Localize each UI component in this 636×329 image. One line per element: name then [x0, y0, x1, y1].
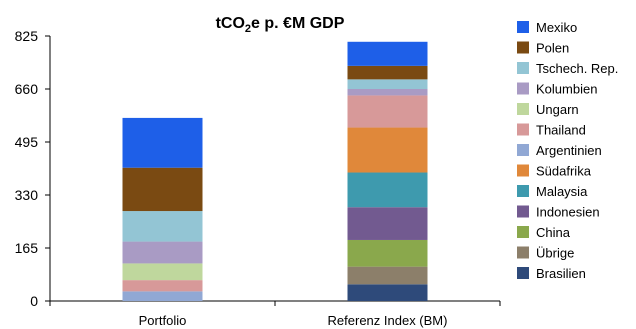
- y-tick-label: 0: [30, 293, 38, 309]
- bar-segment: [347, 79, 428, 89]
- x-axis: Portfolio Referenz Index (BM): [49, 300, 501, 328]
- legend-item: Malaysia: [517, 184, 588, 199]
- bar-segment: [347, 89, 428, 96]
- x-category-label: Referenz Index (BM): [328, 313, 448, 328]
- legend-label: Indonesien: [536, 205, 600, 220]
- legend-item: Thailand: [517, 123, 586, 138]
- bar-segment: [347, 284, 428, 301]
- chart-title: tCO2e p. €M GDP: [216, 15, 345, 35]
- bar-segment: [347, 41, 428, 66]
- bar-segment: [122, 167, 203, 212]
- legend-label: Kolumbien: [536, 82, 597, 97]
- legend-item: Polen: [517, 41, 569, 56]
- x-category-label: Portfolio: [139, 313, 187, 328]
- bar-segment: [347, 95, 428, 128]
- legend-swatch: [517, 103, 529, 115]
- legend-swatch: [517, 82, 529, 95]
- y-tick-label: 495: [15, 134, 39, 150]
- bar-segment: [347, 172, 428, 208]
- bar-segment: [122, 263, 203, 281]
- y-tick-label: 330: [15, 187, 39, 203]
- y-axis: 0 165 330 495 660 825: [15, 28, 51, 309]
- legend-label: Tschech. Rep.: [536, 61, 618, 76]
- bar-segment: [347, 127, 428, 173]
- bar-segment: [122, 241, 203, 264]
- legend-swatch: [517, 246, 529, 259]
- y-tick-label: 825: [15, 28, 39, 44]
- bar-segment: [122, 291, 203, 301]
- legend-swatch: [517, 226, 529, 238]
- legend-item: Übrige: [517, 246, 574, 261]
- legend-item: Südafrika: [517, 164, 592, 179]
- bar-segment: [122, 117, 203, 168]
- legend-item: Mexiko: [517, 20, 577, 35]
- legend-item: China: [517, 225, 571, 240]
- legend-swatch: [517, 21, 529, 33]
- legend-label: Argentinien: [536, 143, 602, 158]
- bar-segment: [122, 280, 203, 292]
- legend-label: Südafrika: [536, 164, 592, 179]
- legend-swatch: [517, 123, 529, 136]
- legend-label: Ungarn: [536, 102, 579, 117]
- legend-item: Tschech. Rep.: [517, 61, 618, 76]
- legend: Mexiko Polen Tschech. Rep. Kolumbien Ungarn T…: [517, 20, 618, 281]
- legend-label: Brasilien: [536, 266, 586, 281]
- legend-swatch: [517, 205, 529, 218]
- legend-label: Mexiko: [536, 20, 577, 35]
- y-tick-label: 660: [15, 81, 39, 97]
- bar-segment: [347, 65, 428, 80]
- legend-item: Indonesien: [517, 205, 600, 220]
- legend-item: Ungarn: [517, 102, 579, 117]
- bar-segment: [347, 207, 428, 240]
- bar-segment: [347, 266, 428, 285]
- legend-label: Übrige: [536, 246, 574, 261]
- legend-label: China: [536, 225, 571, 240]
- legend-label: Thailand: [536, 123, 586, 138]
- legend-label: Polen: [536, 41, 569, 56]
- bar-segment: [122, 211, 203, 242]
- legend-item: Brasilien: [517, 266, 586, 281]
- legend-swatch: [517, 267, 529, 279]
- legend-label: Malaysia: [536, 184, 588, 199]
- legend-swatch: [517, 62, 529, 74]
- legend-item: Kolumbien: [517, 82, 597, 97]
- y-tick-label: 165: [15, 240, 39, 256]
- legend-swatch: [517, 144, 529, 156]
- legend-swatch: [517, 41, 529, 54]
- bar-segment: [347, 239, 428, 267]
- legend-swatch: [517, 164, 529, 177]
- legend-item: Argentinien: [517, 143, 602, 158]
- legend-swatch: [517, 185, 529, 197]
- bars: [122, 41, 428, 301]
